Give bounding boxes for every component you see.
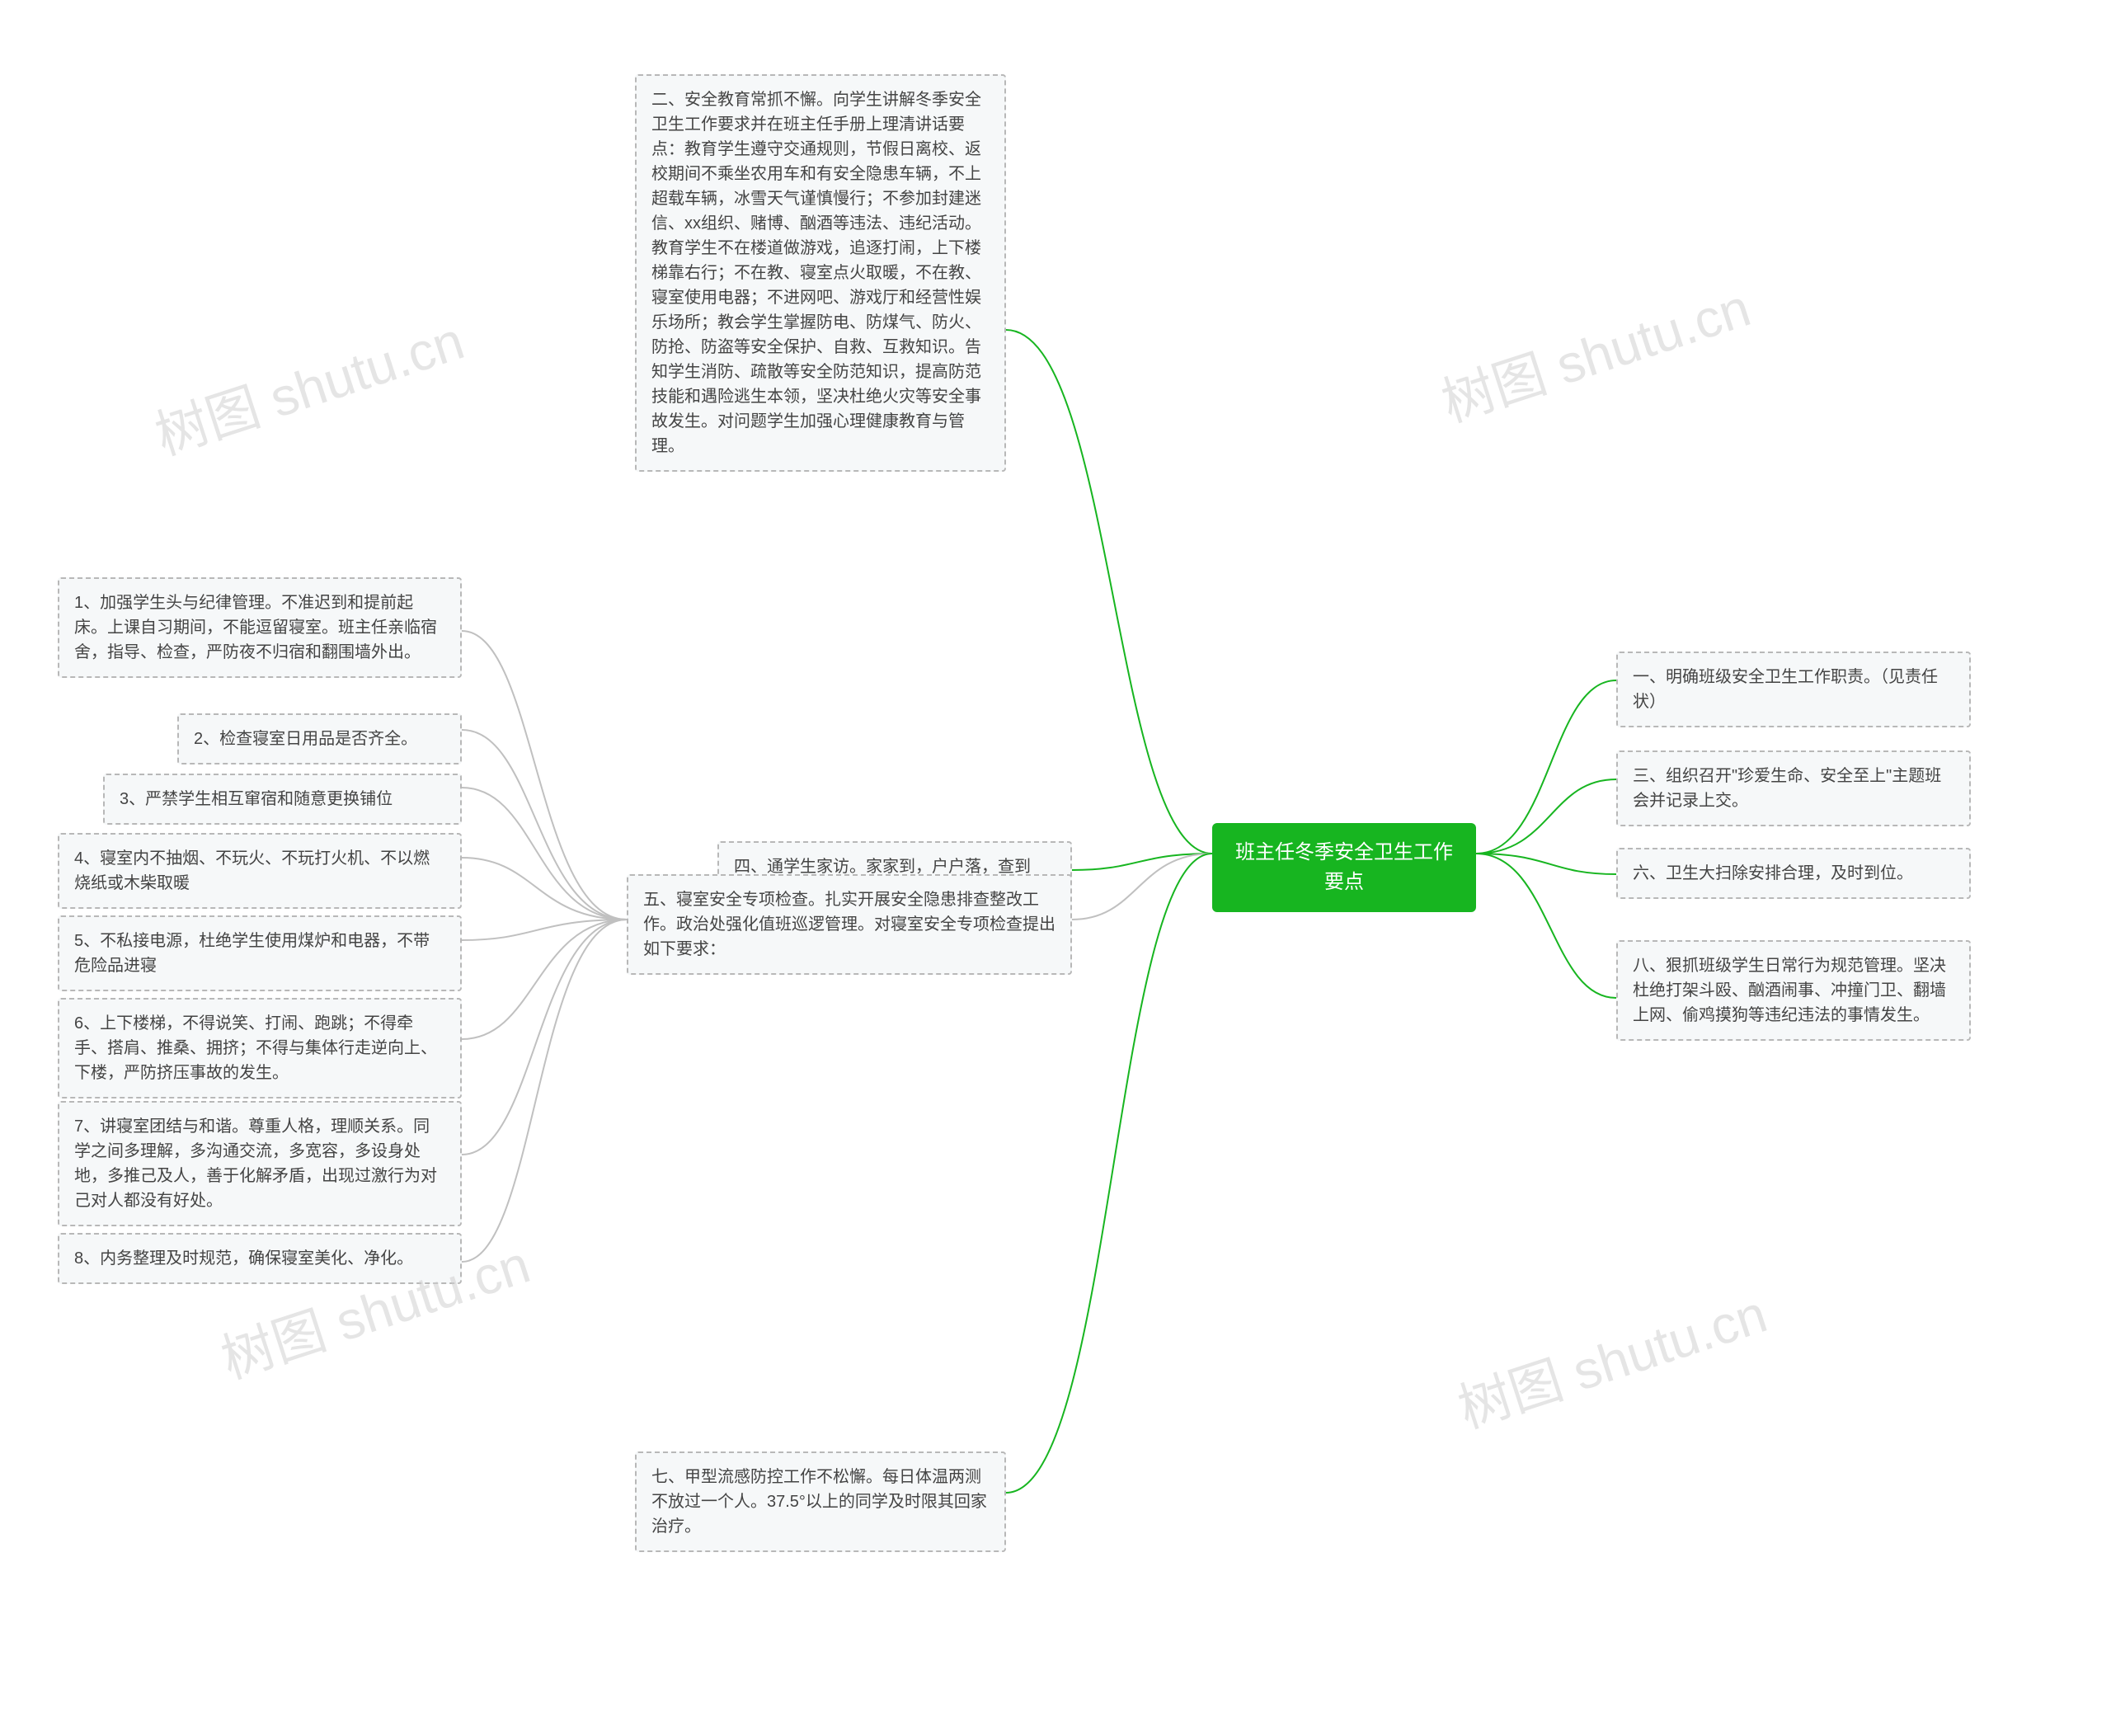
- child-c3[interactable]: 3、严禁学生相互窜宿和随意更换铺位: [103, 774, 462, 825]
- child-text: 3、严禁学生相互窜宿和随意更换铺位: [120, 790, 393, 808]
- branch-r8[interactable]: 八、狠抓班级学生日常行为规范管理。坚决杜绝打架斗殴、酗酒闹事、冲撞门卫、翻墙上网…: [1616, 940, 1971, 1041]
- child-c4[interactable]: 4、寝室内不抽烟、不玩火、不玩打火机、不以燃烧纸或木柴取暖: [58, 833, 462, 909]
- child-text: 2、检查寝室日用品是否齐全。: [194, 730, 417, 748]
- child-c1[interactable]: 1、加强学生头与纪律管理。不准迟到和提前起床。上课自习期间，不能逗留寝室。班主任…: [58, 577, 462, 678]
- child-c7[interactable]: 7、讲寝室团结与和谐。尊重人格，理顺关系。同学之间多理解，多沟通交流，多宽容，多…: [58, 1101, 462, 1226]
- center-text: 班主任冬季安全卫生工作要点: [1235, 841, 1453, 893]
- branch-b7[interactable]: 七、甲型流感防控工作不松懈。每日体温两测不放过一个人。37.5°以上的同学及时限…: [635, 1451, 1006, 1552]
- branch-text: 六、卫生大扫除安排合理，及时到位。: [1633, 864, 1913, 882]
- watermark: 树图 shutu.cn: [1447, 1272, 1775, 1442]
- child-text: 6、上下楼梯，不得说笑、打闹、跑跳；不得牵手、搭肩、推桑、拥挤；不得与集体行走逆…: [74, 1014, 437, 1082]
- watermark: 树图 shutu.cn: [144, 299, 472, 469]
- branch-r6[interactable]: 六、卫生大扫除安排合理，及时到位。: [1616, 848, 1971, 899]
- child-c8[interactable]: 8、内务整理及时规范，确保寝室美化、净化。: [58, 1233, 462, 1284]
- branch-text: 一、明确班级安全卫生工作职责。（见责任状）: [1633, 668, 1938, 711]
- watermark: 树图 shutu.cn: [1431, 266, 1758, 436]
- child-c2[interactable]: 2、检查寝室日用品是否齐全。: [177, 713, 462, 764]
- branch-r3[interactable]: 三、组织召开"珍爱生命、安全至上"主题班会并记录上交。: [1616, 750, 1971, 826]
- child-text: 7、讲寝室团结与和谐。尊重人格，理顺关系。同学之间多理解，多沟通交流，多宽容，多…: [74, 1117, 437, 1210]
- child-c5[interactable]: 5、不私接电源，杜绝学生使用煤炉和电器，不带危险品进寝: [58, 915, 462, 991]
- child-text: 8、内务整理及时规范，确保寝室美化、净化。: [74, 1249, 413, 1268]
- branch-text: 五、寝室安全专项检查。扎实开展安全隐患排查整改工作。政治处强化值班巡逻管理。对寝…: [643, 891, 1056, 958]
- branch-r1[interactable]: 一、明确班级安全卫生工作职责。（见责任状）: [1616, 652, 1971, 727]
- branch-text: 三、组织召开"珍爱生命、安全至上"主题班会并记录上交。: [1633, 767, 1941, 810]
- child-c6[interactable]: 6、上下楼梯，不得说笑、打闹、跑跳；不得牵手、搭肩、推桑、拥挤；不得与集体行走逆…: [58, 998, 462, 1099]
- child-text: 4、寝室内不抽烟、不玩火、不玩打火机、不以燃烧纸或木柴取暖: [74, 849, 430, 892]
- branch-text: 七、甲型流感防控工作不松懈。每日体温两测不放过一个人。37.5°以上的同学及时限…: [651, 1468, 987, 1536]
- branch-text: 八、狠抓班级学生日常行为规范管理。坚决杜绝打架斗殴、酗酒闹事、冲撞门卫、翻墙上网…: [1633, 957, 1946, 1024]
- child-text: 1、加强学生头与纪律管理。不准迟到和提前起床。上课自习期间，不能逗留寝室。班主任…: [74, 594, 437, 661]
- branch-b2[interactable]: 二、安全教育常抓不懈。向学生讲解冬季安全卫生工作要求并在班主任手册上理清讲话要点…: [635, 74, 1006, 472]
- branch-b5[interactable]: 五、寝室安全专项检查。扎实开展安全隐患排查整改工作。政治处强化值班巡逻管理。对寝…: [627, 874, 1072, 975]
- branch-text: 二、安全教育常抓不懈。向学生讲解冬季安全卫生工作要求并在班主任手册上理清讲话要点…: [651, 91, 981, 455]
- child-text: 5、不私接电源，杜绝学生使用煤炉和电器，不带危险品进寝: [74, 932, 430, 975]
- center-node[interactable]: 班主任冬季安全卫生工作要点: [1212, 823, 1476, 912]
